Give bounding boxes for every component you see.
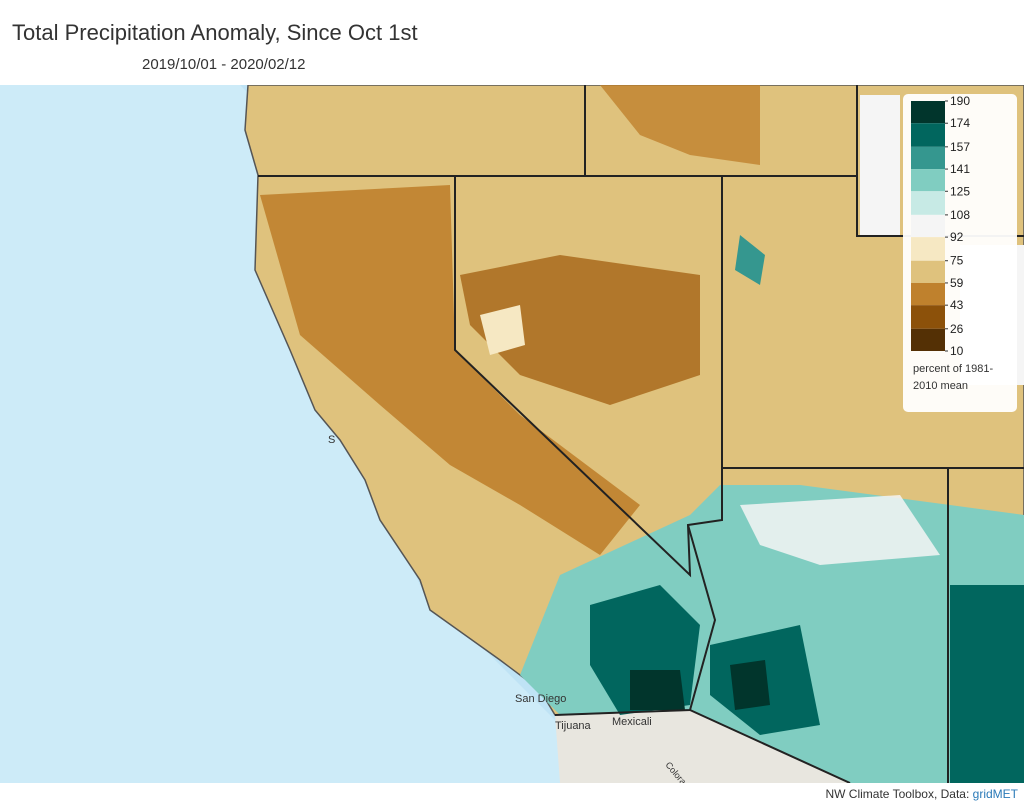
legend-label: 190: [950, 94, 970, 108]
map: San Diego Tijuana Mexicali Colorado S pe…: [0, 85, 1024, 783]
legend-label: 10: [950, 344, 964, 358]
dry-region: [600, 85, 760, 165]
legend-swatch: [911, 146, 945, 170]
wet-spot: [480, 305, 525, 355]
very-wet-region: [630, 660, 770, 710]
legend-label: 59: [950, 276, 964, 290]
dry-region: [460, 255, 700, 405]
place-label: Tijuana: [555, 720, 592, 732]
legend-label: 26: [950, 322, 964, 336]
dry-region: [260, 185, 640, 555]
ocean-shelf: [0, 85, 620, 783]
legend-swatch: [911, 305, 945, 329]
legend-label: 174: [950, 116, 970, 130]
legend: percent of 1981-2010 mean 190 174 157 141 12…: [903, 94, 1017, 412]
legend-note: percent of 1981-2010 mean: [913, 363, 993, 392]
subtitle: 2019/10/01 - 2020/02/12: [142, 56, 306, 73]
legend-swatch: [911, 260, 945, 283]
very-wet-region: [590, 585, 1024, 783]
legend-label: 157: [950, 140, 970, 154]
legend-swatch: [911, 282, 945, 306]
title: Total Precipitation Anomaly, Since Oct 1…: [12, 20, 418, 45]
place-label: Mexicali: [612, 716, 652, 728]
legend-swatch: [911, 214, 945, 238]
legend-label: 141: [950, 162, 970, 176]
legend-swatch: [911, 101, 945, 124]
wet-spot: [735, 235, 765, 285]
place-label: San Diego: [515, 693, 566, 705]
legend-label: 43: [950, 298, 964, 312]
legend-label: 75: [950, 254, 964, 268]
footer: NW Climate Toolbox, Data: gridMET: [825, 787, 1018, 801]
legend-swatch: [911, 328, 945, 351]
mexico: [555, 710, 850, 783]
legend-swatch: [911, 123, 945, 147]
legend-label: 92: [950, 230, 964, 244]
place-labels: San Diego Tijuana Mexicali Colorado S: [328, 434, 695, 783]
source-link[interactable]: gridMET: [972, 787, 1018, 801]
normal-region: [740, 495, 940, 565]
legend-label: 108: [950, 208, 970, 222]
legend-label: 125: [950, 184, 970, 198]
legend-swatch: [911, 169, 945, 192]
place-label: S: [328, 434, 335, 446]
legend-swatch: [911, 191, 945, 215]
credit: NW Climate Toolbox, Data:: [825, 787, 970, 801]
legend-swatch: [911, 237, 945, 261]
